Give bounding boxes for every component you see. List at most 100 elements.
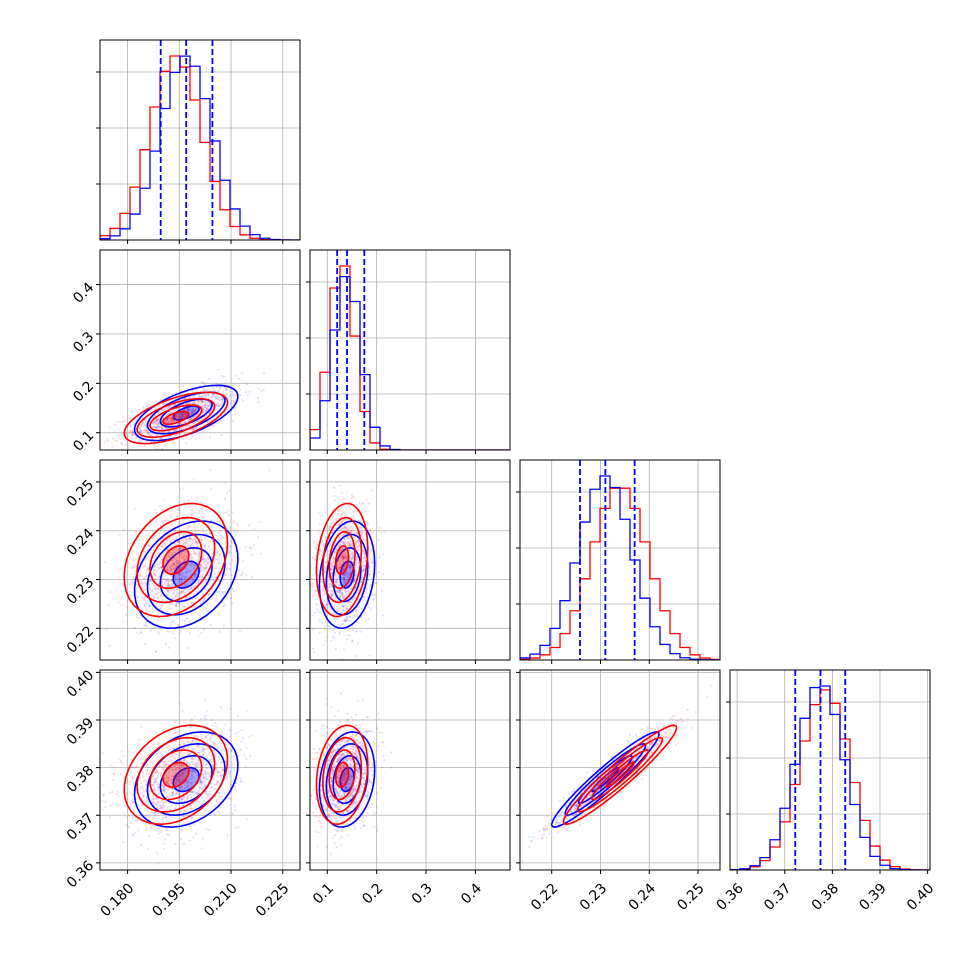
panel-0-0 [96,39,301,244]
contour-line [322,516,363,604]
y-tick-label: 0.37 [64,810,97,843]
contour-fill [162,411,189,425]
contour-line [162,410,190,426]
contour-line [332,547,362,603]
contour-line [562,724,678,826]
panel-plot-area [100,250,300,450]
panel-plot-area [310,250,510,450]
panel-plot-area [520,670,720,870]
y-tick-label: 0.39 [64,715,97,748]
panel-plot-area [730,670,930,870]
x-tick-label: 0.195 [149,880,189,920]
x-tick-label: 0.22 [528,880,561,913]
x-tick-label: 0.37 [761,880,794,913]
histogram-series [310,275,510,450]
panel-frame [519,669,721,871]
panel-3-3: 0.36 0.37 0.38 0.39 0.40 [714,669,937,914]
y-tick-label: 0.1 [70,428,97,455]
panel-frame [729,669,931,871]
contour-line [328,530,356,590]
contour-line [133,731,239,828]
panel-plot-area [100,670,300,870]
contour-line [315,502,369,618]
contour-line [334,761,350,788]
panel-plot-area [520,460,720,660]
contour-line [550,731,660,828]
y-tick-label: 0.38 [64,763,97,796]
contour-line [149,749,203,801]
contour-line [315,724,369,826]
contour-fill [162,545,189,575]
y-tick-label: 0.25 [64,477,97,510]
panel-1-0: 0.1 0.2 0.3 0.4 [70,249,301,455]
panel-2-1 [306,459,511,664]
panel-plot-area [310,670,510,870]
contour-line [136,736,216,813]
histogram-series [730,685,930,870]
contour-line [123,724,229,826]
contour-line [172,405,200,421]
panel-3-2: 0.22 0.23 0.24 0.25 [516,669,721,914]
contour-line [149,530,203,590]
contour-fill [335,545,349,575]
contour-line [136,397,216,438]
panel-plot-area [310,460,510,660]
contour-fill [162,762,189,788]
x-tick-label: 0.180 [98,880,138,920]
y-tick-label: 0.36 [64,858,97,891]
panel-1-1 [306,249,511,454]
contour-line [162,761,190,788]
contour-line [318,520,376,630]
y-tick-label: 0.4 [70,279,97,306]
contour-line [159,547,213,603]
x-tick-label: 0.1 [310,880,337,907]
contour-line [334,545,350,575]
contour-fill [173,406,200,420]
panel-3-1: 0.1 0.2 0.3 0.4 [306,669,511,908]
panel-frame [99,459,301,661]
histogram-series [730,689,930,870]
contour-line [605,761,635,788]
panel-2-0: 0.22 0.23 0.24 0.25 [64,459,301,664]
panel-frame [309,249,511,451]
histogram-series [520,475,720,660]
contour-line [136,516,216,604]
x-tick-label: 0.36 [714,880,747,913]
contour-line [322,736,363,813]
x-tick-label: 0.210 [201,880,241,920]
histogram-series [310,265,510,450]
contour-fill [605,762,635,788]
x-tick-label: 0.38 [809,880,842,913]
scatter-points [101,702,254,865]
x-tick-label: 0.39 [856,880,889,913]
x-tick-label: 0.4 [458,880,485,907]
contour-line [146,391,226,435]
x-tick-label: 0.2 [359,880,386,907]
y-tick-label: 0.40 [64,667,97,700]
panel-3-0: 0.180 0.195 0.210 0.225 0.36 0.37 0.38 0.39 0.40 [64,667,301,920]
panel-plot-area [100,460,300,660]
y-tick-label: 0.2 [70,378,97,405]
y-tick-label: 0.23 [64,574,97,607]
x-tick-label: 0.24 [626,880,659,913]
contour-line [328,749,356,801]
panel-plot-area [100,40,300,240]
panel-frame [99,249,301,451]
panel-frame [309,669,511,871]
contour-fill [173,561,200,589]
x-tick-label: 0.25 [674,880,707,913]
panel-2-2 [516,459,721,664]
contour-line [123,391,229,445]
contour-line [339,560,355,589]
contour-line [146,533,226,616]
contour-line [123,502,229,618]
y-tick-label: 0.3 [70,329,97,356]
x-tick-label: 0.40 [904,880,937,913]
contour-line [159,398,213,428]
x-tick-label: 0.23 [577,880,610,913]
scatter-points [529,684,713,843]
x-tick-label: 0.3 [409,880,436,907]
y-tick-label: 0.24 [64,526,97,559]
contour-line [325,533,369,616]
